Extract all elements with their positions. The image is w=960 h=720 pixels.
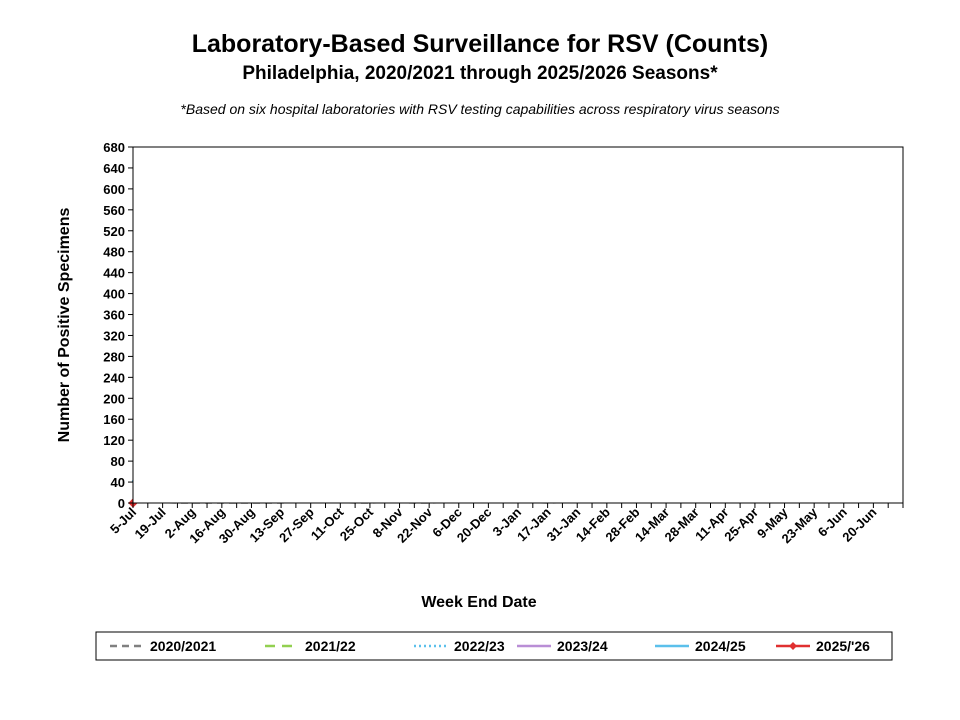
legend-202324-label: 2023/24 — [557, 638, 608, 654]
x-tick-label: 20-Jun — [839, 504, 879, 544]
y-tick-label: 560 — [103, 203, 125, 218]
legend-20202021-label: 2020/2021 — [150, 638, 216, 654]
chart-footnote: *Based on six hospital laboratories with… — [180, 101, 780, 117]
chart-title: Laboratory-Based Surveillance for RSV (C… — [191, 30, 769, 58]
y-tick-label: 360 — [103, 308, 125, 323]
y-tick-label: 280 — [103, 349, 125, 364]
plot-frame — [132, 146, 904, 504]
chart-subtitle: Philadelphia, 2020/2021 through 2025/202… — [242, 63, 718, 84]
y-tick-label: 600 — [103, 182, 125, 197]
y-tick-label: 400 — [103, 287, 125, 302]
legend-202526-label: 2025/'26 — [816, 638, 870, 654]
x-tick-label: 25-Apr — [721, 505, 761, 545]
y-axis-title: Number of Positive Specimens — [56, 208, 73, 443]
y-tick-label: 0 — [118, 496, 125, 511]
y-tick-label: 40 — [111, 475, 125, 490]
x-axis-title: Week End Date — [421, 594, 536, 611]
y-tick-label: 120 — [103, 433, 125, 448]
y-tick-label: 680 — [103, 140, 125, 155]
legend-202223-label: 2022/23 — [454, 638, 505, 654]
legend-box — [95, 631, 893, 661]
y-tick-label: 320 — [103, 328, 125, 343]
legend-202526-marker — [789, 642, 797, 650]
legend-202122-label: 2021/22 — [305, 638, 356, 654]
x-tick-label: 19-Jul — [132, 505, 169, 542]
y-tick-label: 640 — [103, 161, 125, 176]
legend-202425-label: 2024/25 — [695, 638, 746, 654]
y-tick-label: 240 — [103, 370, 125, 385]
x-tick-label: 25-Oct — [337, 504, 377, 544]
y-tick-label: 520 — [103, 224, 125, 239]
y-tick-label: 480 — [103, 245, 125, 260]
y-tick-label: 440 — [103, 266, 125, 281]
y-tick-label: 80 — [111, 454, 125, 469]
axes: 0 40 80 120 160 200 240 280 320 360 400 440 480 520 56… — [56, 140, 904, 611]
y-tick-label: 160 — [103, 412, 125, 427]
y-tick-label: 200 — [103, 391, 125, 406]
legend: 2020/2021 2021/22 2022/23 2023/24 2024/25 202… — [95, 631, 893, 661]
